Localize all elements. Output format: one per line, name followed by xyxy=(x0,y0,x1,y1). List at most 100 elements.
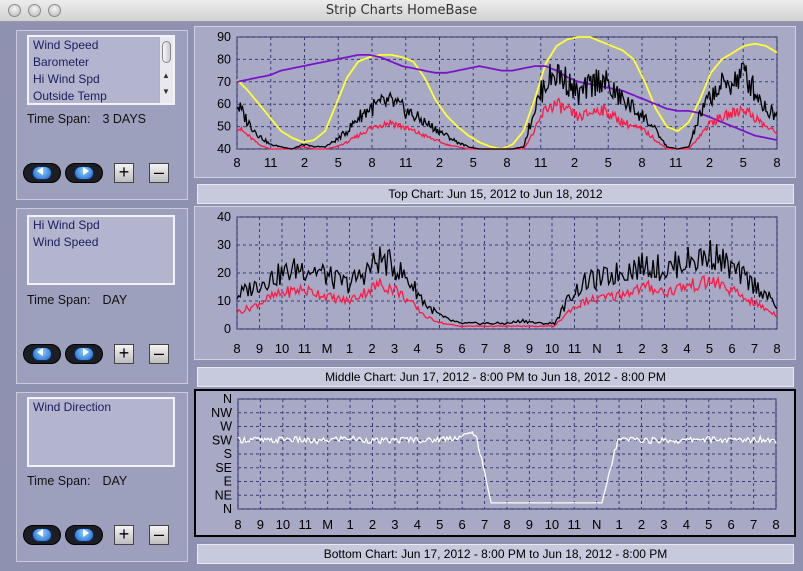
x-tick-label: 3 xyxy=(660,517,667,532)
back-button[interactable] xyxy=(23,525,61,545)
list-item[interactable]: Wind Speed xyxy=(33,235,99,249)
time-span: Time Span: DAY xyxy=(27,293,127,307)
x-tick-label: 8 xyxy=(503,517,510,532)
list-item[interactable]: Hi Wind Spd xyxy=(33,218,100,232)
list-item[interactable]: Barometer xyxy=(33,55,90,69)
x-tick-label: 7 xyxy=(481,517,488,532)
zoom-window-button[interactable] xyxy=(48,4,61,17)
y-tick-label: 10 xyxy=(217,294,231,308)
x-tick-label: 5 xyxy=(705,517,712,532)
series-line-wind-direction xyxy=(237,430,777,504)
x-tick-label: 2 xyxy=(638,517,645,532)
top-chart-caption: Top Chart: Jun 15, 2012 to Jun 18, 2012 xyxy=(197,184,794,204)
right-arrow-icon xyxy=(83,529,89,537)
forward-button[interactable] xyxy=(65,163,103,183)
list-scrollbar[interactable]: ▲ ▼ xyxy=(159,37,173,103)
x-tick-label: 5 xyxy=(706,341,713,356)
x-tick-label: 4 xyxy=(683,341,690,356)
series-line-hi-wind-spd xyxy=(236,240,778,326)
scroll-down-icon[interactable]: ▼ xyxy=(162,87,170,96)
list-item[interactable]: Wind Speed xyxy=(33,38,99,52)
middle-chart[interactable]: 8 9 10 11 M 1 2 3 4 5 6 7 8 9 10 11 N 1 2 3 4 5 6 7 8 0 10 20 30 40 xyxy=(194,206,796,360)
x-tick-label: 5 xyxy=(436,341,443,356)
y-tick-label: 50 xyxy=(217,120,231,134)
y-tick-label: 60 xyxy=(217,97,231,111)
y-tick-label: W xyxy=(220,420,232,434)
x-tick-label: 5 xyxy=(436,517,443,532)
series-line-wind-speed xyxy=(236,274,778,328)
x-tick-label: N xyxy=(592,341,601,356)
x-tick-label: 5 xyxy=(740,155,747,170)
zoom-in-button[interactable]: + xyxy=(114,163,134,183)
x-tick-label: 2 xyxy=(571,155,578,170)
zoom-in-button[interactable]: + xyxy=(114,344,134,364)
middle-series-list[interactable]: Hi Wind Spd Wind Speed xyxy=(27,215,175,285)
x-tick-label: 11 xyxy=(298,341,312,356)
y-tick-label: 90 xyxy=(217,30,231,44)
x-tick-label: 2 xyxy=(301,155,308,170)
x-tick-label: 1 xyxy=(616,341,623,356)
y-tick-label: 30 xyxy=(217,238,231,252)
x-tick-label: 9 xyxy=(257,517,264,532)
list-item[interactable]: Wind Direction xyxy=(33,400,112,414)
scroll-up-icon[interactable]: ▲ xyxy=(162,71,170,80)
list-item[interactable]: Outside Temp xyxy=(33,89,107,103)
left-arrow-icon xyxy=(37,167,43,175)
right-arrow-icon xyxy=(83,167,89,175)
bottom-series-list[interactable]: Wind Direction xyxy=(27,397,175,467)
y-tick-label: NW xyxy=(211,406,232,420)
x-tick-label: 8 xyxy=(233,341,240,356)
y-tick-label: N xyxy=(223,392,232,406)
y-tick-label: 40 xyxy=(217,210,231,224)
x-tick-label: 8 xyxy=(773,341,780,356)
x-tick-label: 7 xyxy=(481,341,488,356)
forward-button[interactable] xyxy=(65,525,103,545)
y-tick-label: N xyxy=(223,502,232,516)
series-line-hi-wind-spd xyxy=(236,62,778,150)
zoom-out-button[interactable]: – xyxy=(149,525,169,545)
top-chart[interactable]: 8 11 2 5 8 11 2 5 8 11 2 5 8 11 2 5 8 40 50 60 70 80 90 xyxy=(194,26,796,178)
right-arrow-icon xyxy=(83,348,89,356)
x-tick-label: 6 xyxy=(728,341,735,356)
x-tick-label: 11 xyxy=(264,155,278,170)
y-tick-label: SW xyxy=(212,433,232,447)
back-button[interactable] xyxy=(23,163,61,183)
bottom-chart[interactable]: 8 9 10 11 M 1 2 3 4 5 6 7 8 9 10 11 N 1 2 3 4 5 6 7 8 N NW W SW S SE E N… xyxy=(194,389,796,537)
time-span-value: DAY xyxy=(102,293,128,307)
x-tick-label: 7 xyxy=(750,517,757,532)
y-tick-label: SE xyxy=(215,461,232,475)
close-window-button[interactable] xyxy=(8,4,21,17)
x-tick-label: 6 xyxy=(728,517,735,532)
time-span-label: Time Span: xyxy=(27,474,91,488)
x-tick-label: 11 xyxy=(568,517,582,532)
x-tick-label: 8 xyxy=(773,155,780,170)
x-tick-label: 11 xyxy=(399,155,413,170)
list-item[interactable]: Hi Wind Spd xyxy=(33,72,100,86)
forward-button[interactable] xyxy=(65,344,103,364)
x-tick-label: 2 xyxy=(436,155,443,170)
back-button[interactable] xyxy=(23,344,61,364)
x-tick-label: 5 xyxy=(605,155,612,170)
title-bar[interactable]: Strip Charts HomeBase xyxy=(0,0,803,22)
middle-chart-caption: Middle Chart: Jun 17, 2012 - 8:00 PM to … xyxy=(197,367,794,387)
x-tick-label: 8 xyxy=(233,155,240,170)
x-tick-label: 1 xyxy=(346,341,353,356)
left-arrow-icon xyxy=(37,348,43,356)
zoom-out-button[interactable]: – xyxy=(149,344,169,364)
minimize-window-button[interactable] xyxy=(28,4,41,17)
time-span: Time Span: DAY xyxy=(27,474,127,488)
y-tick-label: S xyxy=(224,447,232,461)
zoom-out-button[interactable]: – xyxy=(149,163,169,183)
x-tick-label: 6 xyxy=(458,341,465,356)
x-tick-label: 8 xyxy=(234,517,241,532)
scrollbar-thumb[interactable] xyxy=(162,41,171,63)
x-tick-label: 10 xyxy=(276,517,290,532)
top-series-list[interactable]: Wind Speed Barometer Hi Wind Spd Outside… xyxy=(27,35,175,105)
zoom-in-button[interactable]: + xyxy=(114,525,134,545)
left-arrow-icon xyxy=(37,529,43,537)
window-title: Strip Charts HomeBase xyxy=(325,3,478,18)
x-tick-label: 1 xyxy=(615,517,622,532)
